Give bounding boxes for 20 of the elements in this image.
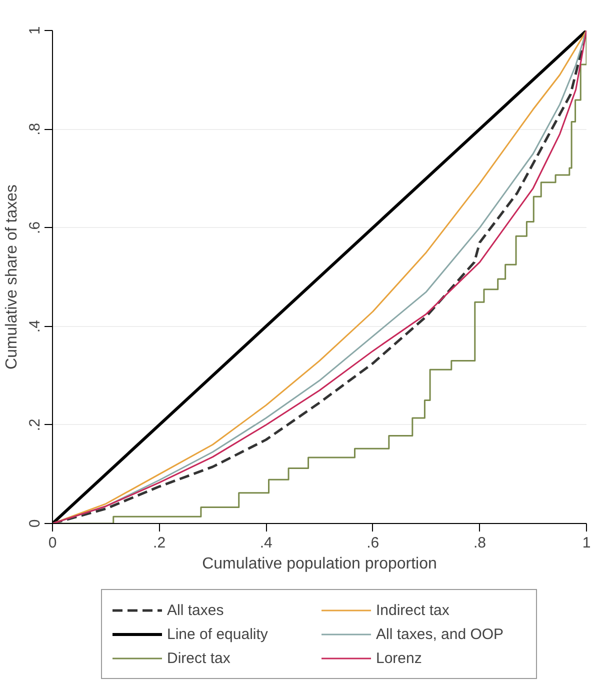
legend-label: All taxes, and OOP bbox=[376, 626, 505, 642]
y-tick-label: 0 bbox=[26, 519, 44, 528]
x-axis-title: Cumulative population proportion bbox=[202, 556, 437, 572]
y-tick-label: .8 bbox=[26, 122, 44, 136]
y-tick-label: 1 bbox=[26, 26, 44, 35]
legend-label: All taxes bbox=[167, 602, 225, 618]
legend-label: Line of equality bbox=[167, 626, 269, 642]
x-tick-label: .4 bbox=[260, 534, 272, 552]
legend-label: Direct tax bbox=[167, 650, 232, 666]
y-tick-label: .2 bbox=[26, 418, 44, 432]
y-tick-label: .6 bbox=[26, 221, 44, 234]
legend-label: Lorenz bbox=[376, 650, 423, 666]
x-tick-label: 1 bbox=[582, 534, 591, 552]
y-tick-label: .4 bbox=[26, 320, 44, 333]
x-tick-label: .2 bbox=[153, 534, 166, 552]
x-tick-label: 0 bbox=[48, 534, 57, 552]
x-tick-label: .8 bbox=[473, 534, 486, 552]
legend-label: Indirect tax bbox=[376, 602, 450, 618]
y-axis-title: Cumulative share of taxes bbox=[4, 184, 20, 370]
x-tick-label: .6 bbox=[366, 534, 380, 552]
